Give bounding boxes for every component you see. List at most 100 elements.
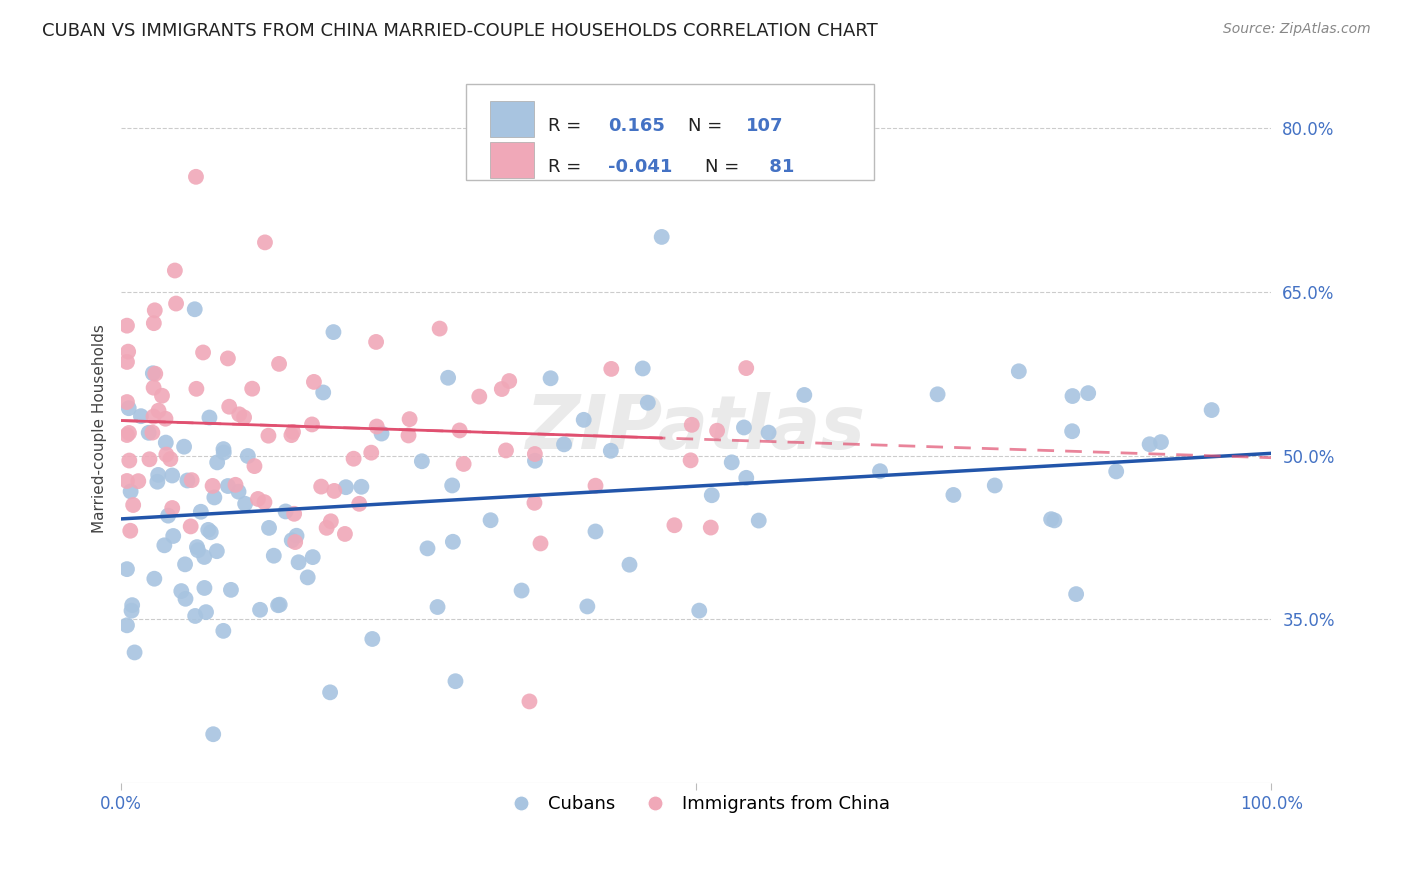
Point: [163, 263, 186, 277]
Point: [162, 529, 184, 543]
Point: [1150, 435, 1173, 450]
Point: [155, 435, 177, 450]
Point: [198, 410, 221, 425]
Point: [700, 488, 723, 502]
Point: [942, 488, 965, 502]
Point: [585, 478, 607, 492]
Point: [735, 471, 758, 485]
Point: [651, 230, 673, 244]
Point: [155, 448, 177, 462]
Point: [142, 409, 165, 424]
Point: [285, 529, 308, 543]
Point: [576, 599, 599, 614]
Point: [141, 425, 163, 440]
Point: [301, 417, 323, 432]
Point: [202, 727, 225, 741]
Point: [143, 572, 166, 586]
Point: [284, 535, 307, 549]
Point: [157, 508, 180, 523]
Point: [174, 558, 197, 572]
Point: [758, 425, 780, 440]
Point: [302, 375, 325, 389]
Point: [1064, 587, 1087, 601]
Point: [118, 401, 141, 416]
Point: [370, 426, 392, 441]
Point: [429, 321, 451, 335]
Point: [228, 407, 250, 421]
Point: [540, 371, 562, 385]
Point: [869, 464, 891, 478]
Point: [297, 570, 319, 584]
Point: [350, 480, 373, 494]
FancyBboxPatch shape: [491, 102, 534, 136]
Point: [233, 410, 256, 425]
Point: [246, 491, 269, 506]
Point: [523, 447, 546, 461]
Point: [138, 425, 160, 440]
Point: [121, 604, 143, 618]
Text: R =: R =: [548, 158, 586, 176]
Point: [191, 345, 214, 359]
Point: [269, 598, 291, 612]
Text: R =: R =: [548, 117, 586, 136]
Point: [212, 445, 235, 459]
Point: [360, 445, 382, 459]
Point: [193, 549, 215, 564]
Point: [193, 581, 215, 595]
Point: [301, 550, 323, 565]
Point: [441, 534, 464, 549]
Point: [218, 400, 240, 414]
Point: [411, 454, 433, 468]
Point: [267, 357, 290, 371]
Point: [115, 562, 138, 576]
Point: [748, 514, 770, 528]
Point: [186, 540, 208, 554]
Point: [155, 411, 177, 425]
Point: [120, 524, 142, 538]
Point: [343, 451, 366, 466]
Point: [170, 584, 193, 599]
Point: [437, 370, 460, 384]
Point: [120, 484, 142, 499]
Point: [263, 549, 285, 563]
Point: [124, 645, 146, 659]
Point: [176, 474, 198, 488]
Point: [315, 521, 337, 535]
Point: [444, 674, 467, 689]
Point: [115, 395, 138, 409]
Point: [129, 409, 152, 424]
Text: N =: N =: [706, 158, 745, 176]
Point: [283, 507, 305, 521]
Point: [274, 504, 297, 518]
Point: [364, 334, 387, 349]
Point: [664, 518, 686, 533]
Point: [309, 480, 332, 494]
Point: [142, 316, 165, 330]
Point: [398, 412, 420, 426]
Point: [453, 457, 475, 471]
Point: [349, 497, 371, 511]
Point: [637, 395, 659, 409]
Point: [679, 453, 702, 467]
Point: [212, 624, 235, 638]
Point: [1139, 437, 1161, 451]
Point: [162, 501, 184, 516]
Point: [688, 604, 710, 618]
Point: [319, 514, 342, 528]
Point: [1201, 403, 1223, 417]
Point: [441, 478, 464, 492]
Point: [1008, 364, 1031, 378]
Point: [631, 361, 654, 376]
Point: [233, 497, 256, 511]
Point: [523, 496, 546, 510]
Text: 0.165: 0.165: [607, 117, 665, 136]
Point: [253, 495, 276, 509]
Point: [118, 425, 141, 440]
Point: [700, 520, 723, 534]
Text: N =: N =: [688, 117, 728, 136]
Point: [335, 480, 357, 494]
Point: [257, 428, 280, 442]
Point: [1062, 389, 1084, 403]
Point: [115, 474, 138, 488]
Point: [186, 382, 208, 396]
